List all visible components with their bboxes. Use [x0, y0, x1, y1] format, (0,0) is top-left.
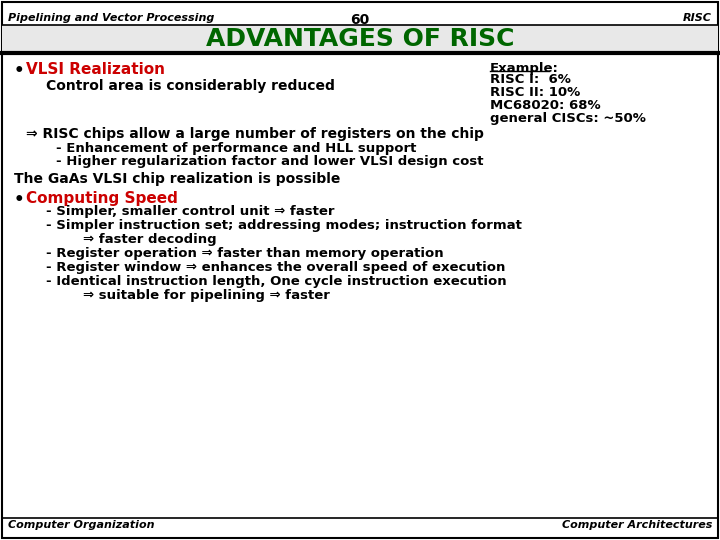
Text: ⇒ faster decoding: ⇒ faster decoding [46, 233, 217, 246]
Text: Example:: Example: [490, 62, 559, 75]
Text: general CISCs: ~50%: general CISCs: ~50% [490, 112, 646, 125]
Text: The GaAs VLSI chip realization is possible: The GaAs VLSI chip realization is possib… [14, 172, 341, 186]
Text: ADVANTAGES OF RISC: ADVANTAGES OF RISC [206, 27, 514, 51]
Text: - Identical instruction length, One cycle instruction execution: - Identical instruction length, One cycl… [46, 275, 507, 288]
Text: Computer Architectures: Computer Architectures [562, 520, 712, 530]
Text: - Simpler, smaller control unit ⇒ faster: - Simpler, smaller control unit ⇒ faster [46, 205, 335, 218]
Text: MC68020: 68%: MC68020: 68% [490, 99, 600, 112]
Text: Computer Organization: Computer Organization [8, 520, 155, 530]
Text: - Register operation ⇒ faster than memory operation: - Register operation ⇒ faster than memor… [46, 247, 444, 260]
Text: •: • [14, 191, 24, 209]
Text: RISC I:  6%: RISC I: 6% [490, 73, 571, 86]
Text: RISC II: 10%: RISC II: 10% [490, 86, 580, 99]
Text: Pipelining and Vector Processing: Pipelining and Vector Processing [8, 13, 215, 23]
Text: - Simpler instruction set; addressing modes; instruction format: - Simpler instruction set; addressing mo… [46, 219, 522, 232]
Text: •: • [14, 62, 24, 80]
Text: ⇒ RISC chips allow a large number of registers on the chip: ⇒ RISC chips allow a large number of reg… [26, 127, 484, 141]
Text: ⇒ suitable for pipelining ⇒ faster: ⇒ suitable for pipelining ⇒ faster [46, 289, 330, 302]
Text: RISC: RISC [683, 13, 712, 23]
Text: VLSI Realization: VLSI Realization [26, 62, 165, 77]
Text: Computing Speed: Computing Speed [26, 191, 178, 206]
Bar [2, 25, 718, 52]
Text: - Higher regularization factor and lower VLSI design cost: - Higher regularization factor and lower… [56, 155, 484, 168]
Text: 60: 60 [351, 13, 369, 27]
Text: Control area is considerably reduced: Control area is considerably reduced [46, 79, 335, 93]
Text: - Enhancement of performance and HLL support: - Enhancement of performance and HLL sup… [56, 142, 416, 155]
Text: - Register window ⇒ enhances the overall speed of execution: - Register window ⇒ enhances the overall… [46, 261, 505, 274]
